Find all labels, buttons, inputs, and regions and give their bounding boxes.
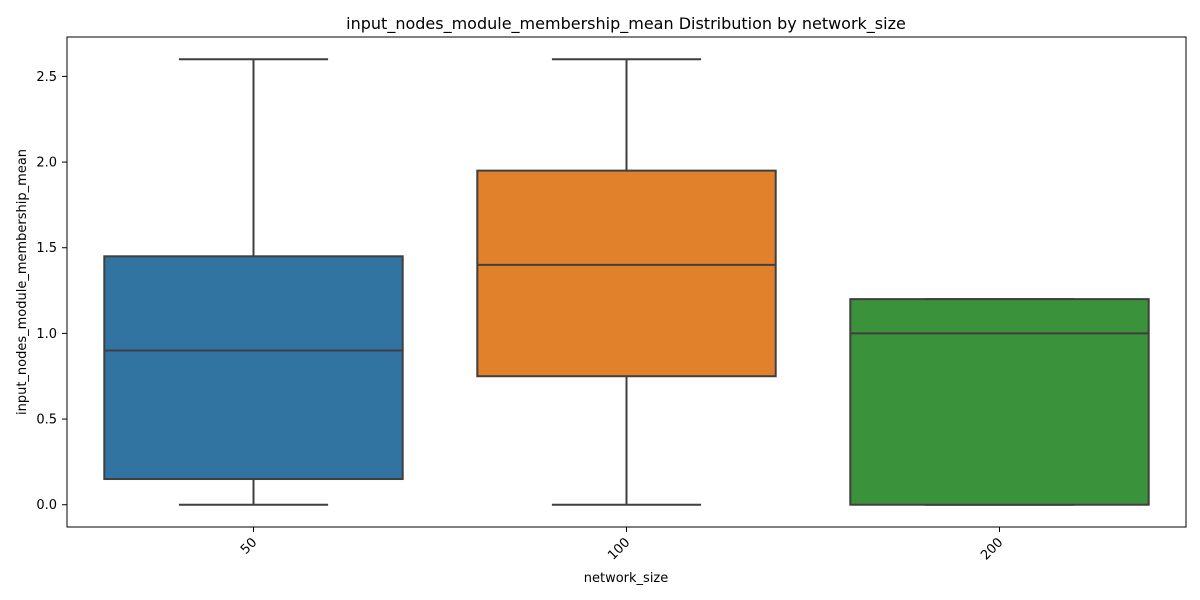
y-tick-label-2.0: 2.0: [36, 156, 57, 171]
y-tick-label-2.5: 2.5: [36, 70, 57, 85]
y-tick-label-1.5: 1.5: [36, 241, 57, 256]
y-tick-label-1.0: 1.0: [36, 327, 57, 342]
x-tick-label-50: 50: [238, 535, 260, 557]
chart-title: input_nodes_module_membership_mean Distr…: [346, 14, 906, 34]
y-axis-label: input_nodes_module_membership_mean: [15, 149, 30, 415]
box-100-iqr-rect: [476, 169, 777, 378]
x-tick-label-100: 100: [605, 535, 633, 563]
plot-area: 0.0 0.5 1.0 1.5 2.0 2.5 50 100 200: [36, 36, 1187, 563]
box-200-iqr-rect: [849, 298, 1150, 506]
y-tick-label-0.0: 0.0: [36, 498, 57, 513]
x-tick-label-200: 200: [978, 535, 1006, 563]
box-50-iqr-rect: [103, 255, 404, 481]
y-tick-label-0.5: 0.5: [36, 413, 57, 428]
x-axis-label: network_size: [584, 571, 669, 586]
